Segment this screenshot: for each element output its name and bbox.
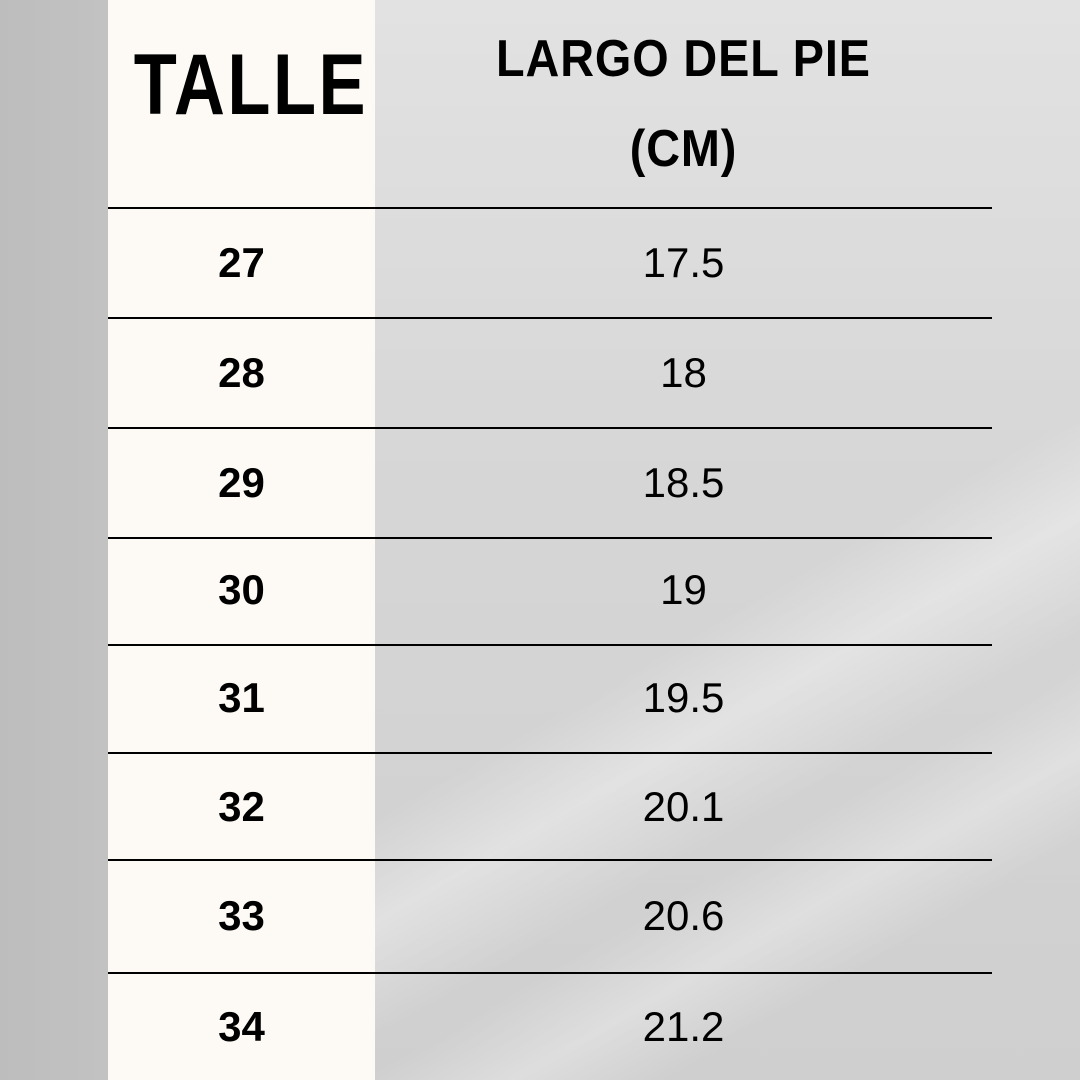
length-cell: 19 [660, 566, 707, 613]
row-divider [108, 317, 992, 319]
row-divider [108, 644, 992, 646]
length-cell: 20.6 [642, 892, 725, 939]
row-divider [108, 859, 992, 861]
row-divider [108, 537, 992, 539]
row-divider [108, 972, 992, 974]
length-cell: 18 [660, 349, 707, 396]
size-column-background [108, 0, 375, 1080]
row-divider [108, 207, 992, 209]
size-cell: 28 [218, 349, 265, 396]
length-header: LARGO DEL PIE (CM) [375, 14, 992, 194]
size-cell: 31 [218, 674, 265, 721]
length-header-line2: (CM) [629, 120, 738, 178]
size-cell: 33 [218, 892, 265, 939]
size-header: TALLE [108, 30, 375, 140]
background [375, 0, 1080, 1080]
size-header-text: TALLE [133, 37, 368, 133]
size-cell: 34 [218, 1003, 265, 1050]
length-header-line1: LARGO DEL PIE [496, 30, 871, 88]
length-cell: 20.1 [642, 783, 725, 830]
size-cell: 29 [218, 459, 265, 506]
size-cell: 30 [218, 566, 265, 613]
length-cell: 17.5 [642, 239, 725, 286]
row-divider [108, 752, 992, 754]
row-divider [108, 427, 992, 429]
length-cell: 19.5 [642, 674, 725, 721]
size-cell: 27 [218, 239, 265, 286]
length-cell: 18.5 [642, 459, 725, 506]
length-cell: 21.2 [642, 1003, 725, 1050]
size-cell: 32 [218, 783, 265, 830]
